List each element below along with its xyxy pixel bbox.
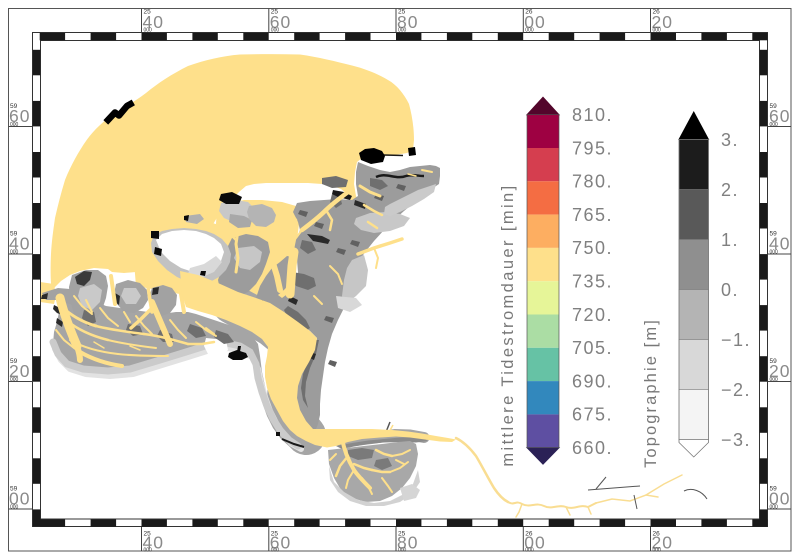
svg-text:59: 59 — [10, 486, 18, 493]
svg-text:000: 000 — [10, 377, 19, 383]
svg-text:000: 000 — [770, 122, 779, 128]
svg-text:59: 59 — [770, 231, 778, 238]
svg-text:40: 40 — [769, 234, 790, 254]
svg-text:720.: 720. — [572, 305, 613, 325]
svg-text:59: 59 — [770, 103, 778, 110]
svg-text:750.: 750. — [572, 238, 613, 258]
svg-text:000: 000 — [144, 547, 153, 553]
svg-text:00: 00 — [524, 533, 545, 553]
svg-text:40: 40 — [143, 533, 164, 553]
svg-text:26: 26 — [525, 531, 533, 538]
svg-text:705.: 705. — [572, 338, 613, 358]
svg-text:60: 60 — [9, 106, 30, 126]
svg-text:40: 40 — [9, 234, 30, 254]
svg-text:60: 60 — [769, 106, 790, 126]
svg-text:000: 000 — [770, 377, 779, 383]
svg-text:26: 26 — [653, 9, 661, 16]
svg-text:59: 59 — [770, 358, 778, 365]
svg-text:25: 25 — [271, 531, 279, 538]
svg-text:3.: 3. — [721, 130, 739, 150]
svg-text:000: 000 — [10, 122, 19, 128]
svg-text:25: 25 — [144, 531, 152, 538]
svg-text:000: 000 — [770, 504, 779, 510]
svg-text:00: 00 — [769, 489, 790, 509]
svg-text:735.: 735. — [572, 272, 613, 292]
svg-text:1.: 1. — [721, 230, 739, 250]
svg-text:mittlere Tidestromdauer [min]: mittlere Tidestromdauer [min] — [499, 183, 517, 466]
svg-text:660.: 660. — [572, 438, 613, 458]
svg-text:000: 000 — [653, 547, 662, 553]
svg-text:20: 20 — [769, 361, 790, 381]
svg-text:59: 59 — [770, 486, 778, 493]
svg-text:795.: 795. — [572, 138, 613, 158]
svg-text:25: 25 — [398, 9, 406, 16]
svg-text:25: 25 — [271, 9, 279, 16]
svg-text:59: 59 — [10, 231, 18, 238]
svg-text:−3.: −3. — [721, 430, 751, 450]
svg-text:000: 000 — [525, 27, 534, 33]
svg-text:25: 25 — [144, 9, 152, 16]
svg-text:40: 40 — [143, 12, 164, 32]
svg-text:20: 20 — [9, 361, 30, 381]
svg-text:26: 26 — [653, 531, 661, 538]
svg-text:000: 000 — [271, 547, 280, 553]
svg-text:00: 00 — [524, 12, 545, 32]
svg-text:000: 000 — [398, 27, 407, 33]
svg-text:000: 000 — [144, 27, 153, 33]
svg-text:20: 20 — [652, 533, 673, 553]
svg-text:0.: 0. — [721, 280, 739, 300]
svg-text:810.: 810. — [572, 105, 613, 125]
svg-text:780.: 780. — [572, 172, 613, 192]
svg-text:000: 000 — [10, 249, 19, 255]
svg-text:60: 60 — [270, 533, 291, 553]
svg-text:20: 20 — [652, 12, 673, 32]
svg-text:59: 59 — [10, 358, 18, 365]
svg-text:000: 000 — [770, 249, 779, 255]
svg-text:765.: 765. — [572, 205, 613, 225]
svg-text:80: 80 — [397, 12, 418, 32]
svg-text:26: 26 — [525, 9, 533, 16]
svg-text:60: 60 — [270, 12, 291, 32]
svg-text:25: 25 — [398, 531, 406, 538]
svg-text:2.: 2. — [721, 180, 739, 200]
svg-text:000: 000 — [525, 547, 534, 553]
svg-text:Topographie [m]: Topographie [m] — [642, 318, 660, 468]
svg-text:000: 000 — [10, 504, 19, 510]
svg-text:−1.: −1. — [721, 330, 751, 350]
svg-text:675.: 675. — [572, 405, 613, 425]
svg-text:000: 000 — [398, 547, 407, 553]
svg-text:59: 59 — [10, 103, 18, 110]
svg-text:690.: 690. — [572, 371, 613, 391]
svg-text:000: 000 — [271, 27, 280, 33]
svg-text:000: 000 — [653, 27, 662, 33]
svg-text:00: 00 — [9, 489, 30, 509]
svg-text:80: 80 — [397, 533, 418, 553]
svg-text:−2.: −2. — [721, 380, 751, 400]
